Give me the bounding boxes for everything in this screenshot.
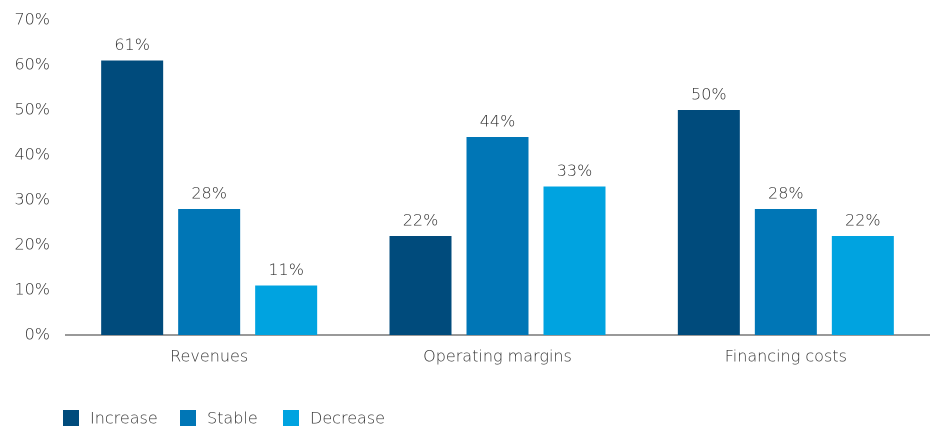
- x-tick-label: Financing costs: [725, 347, 847, 366]
- data-label: 28%: [768, 184, 804, 203]
- data-label: 50%: [691, 85, 727, 104]
- legend-swatch: [180, 410, 196, 426]
- legend-swatch: [63, 410, 79, 426]
- y-tick-label: 40%: [14, 145, 50, 164]
- x-tick-label: Operating margins: [423, 347, 572, 366]
- legend-label: Decrease: [310, 409, 385, 428]
- data-label: 44%: [480, 112, 516, 131]
- bar: [754, 209, 817, 335]
- bar: [831, 236, 894, 335]
- y-tick-label: 30%: [14, 190, 50, 209]
- y-tick-label: 20%: [14, 235, 50, 254]
- bar: [677, 110, 740, 335]
- legend-label: Increase: [90, 409, 158, 428]
- y-tick-label: 70%: [14, 10, 50, 29]
- y-tick-label: 60%: [14, 55, 50, 74]
- data-label: 22%: [403, 211, 439, 230]
- x-tick-label: Revenues: [170, 347, 248, 366]
- y-tick-label: 0%: [25, 325, 50, 344]
- bar: [543, 186, 606, 335]
- data-label: 11%: [268, 260, 304, 279]
- data-label: 61%: [114, 35, 150, 54]
- y-tick-label: 10%: [14, 280, 50, 299]
- y-tick-label: 50%: [14, 100, 50, 119]
- bar: [101, 60, 164, 335]
- bar: [178, 209, 241, 335]
- bar: [466, 137, 529, 335]
- bar: [255, 285, 318, 335]
- bar: [389, 236, 452, 335]
- data-label: 33%: [557, 161, 593, 180]
- legend-label: Stable: [207, 409, 258, 428]
- data-label: 28%: [191, 184, 227, 203]
- data-label: 22%: [845, 211, 881, 230]
- legend-swatch: [283, 410, 299, 426]
